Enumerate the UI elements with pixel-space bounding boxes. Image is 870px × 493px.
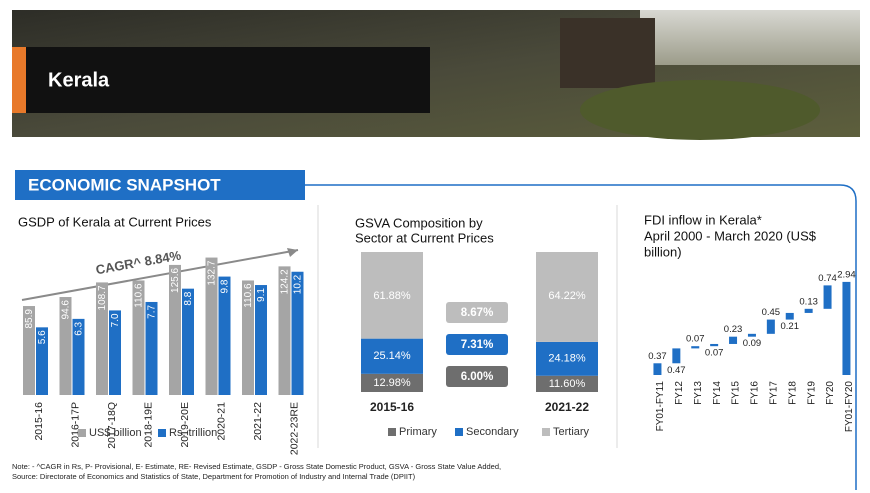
legend-label: US$ billion [89, 427, 142, 439]
bar [748, 334, 756, 337]
legend-swatch [388, 428, 396, 436]
data-label: 0.47 [667, 365, 686, 376]
page: Kerala ECONOMIC SNAPSHOT GSDP of Kerala … [0, 0, 870, 493]
bar [710, 344, 718, 346]
page-title: Kerala [48, 69, 110, 91]
legend-label: Tertiary [553, 426, 590, 438]
x-tick-label: 2022-23RE [288, 402, 300, 455]
legend-label: Primary [399, 426, 437, 438]
chart-title: billion) [644, 244, 682, 259]
data-label: 0.09 [743, 338, 762, 349]
x-tick-label: FY01-FY20 [844, 381, 855, 433]
cagr-label: 6.00% [461, 371, 494, 383]
data-label: 61.88% [373, 290, 411, 302]
chart-title: FDI inflow in Kerala* [644, 212, 762, 227]
x-tick-label: 2017-18Q [106, 402, 118, 449]
x-tick-label: FY15 [731, 381, 742, 405]
bar [842, 282, 850, 375]
x-tick-label: 2019-20E [179, 402, 191, 448]
x-tick-label: FY19 [806, 381, 817, 405]
chart-title: April 2000 - March 2020 (US$ [644, 228, 817, 243]
data-label: 108.7 [97, 285, 108, 310]
section-title: ECONOMIC SNAPSHOT [28, 175, 221, 194]
legend-swatch [78, 429, 86, 437]
data-label: 124.2 [280, 269, 291, 294]
chart-title: GSVA Composition by [355, 215, 483, 230]
chart-title: GSDP of Kerala at Current Prices [18, 214, 212, 229]
x-tick-label: 2018-19E [142, 402, 154, 448]
data-label: 11.60% [549, 378, 586, 390]
legend-swatch [542, 428, 550, 436]
data-label: 0.07 [686, 334, 705, 345]
data-label: 110.6 [134, 283, 145, 308]
x-tick-label: 2021-22 [252, 402, 264, 441]
data-label: 0.37 [648, 351, 667, 362]
note: Note: - ^CAGR in Rs, P- Provisional, E- … [12, 462, 501, 471]
x-tick-label: 2016-17P [69, 402, 81, 448]
legend-swatch [158, 429, 166, 437]
bar [672, 348, 680, 363]
data-label: 85.9 [24, 309, 35, 329]
data-label: 5.6 [37, 330, 48, 344]
title-accent [12, 47, 26, 113]
cagr-label: 7.31% [461, 339, 494, 351]
x-tick-label: 2015-16 [370, 400, 414, 414]
x-tick-label: 2021-22 [545, 400, 589, 414]
legend-label: Rs. trillion [169, 427, 217, 439]
chart-title: Sector at Current Prices [355, 230, 494, 245]
banner-building [560, 18, 655, 88]
bar [786, 313, 794, 320]
bar [653, 363, 661, 375]
legend-swatch [455, 428, 463, 436]
bar [729, 337, 737, 344]
bar [767, 320, 775, 334]
data-label: 7.7 [147, 305, 158, 319]
x-tick-label: 2015-16 [33, 402, 45, 441]
data-label: 8.8 [183, 291, 194, 305]
bar [805, 309, 813, 313]
cagr-label: 8.67% [461, 307, 494, 319]
data-label: 0.23 [724, 324, 743, 335]
data-label: 110.6 [243, 283, 254, 308]
data-label: 64.22% [548, 290, 586, 302]
x-tick-label: FY13 [693, 381, 704, 405]
data-label: 2.94 [837, 269, 856, 280]
data-label: 6.3 [74, 321, 85, 335]
banner-trees [580, 80, 820, 140]
x-tick-label: FY16 [750, 381, 761, 405]
data-label: 12.98% [373, 377, 411, 389]
data-label: 94.6 [61, 300, 72, 320]
data-label: 7.0 [110, 313, 121, 327]
note: Source: Directorate of Economics and Sta… [12, 472, 416, 481]
x-tick-label: FY17 [768, 381, 779, 405]
x-tick-label: FY01-FY11 [655, 381, 666, 432]
data-label: 0.07 [705, 348, 724, 359]
data-label: 9.8 [220, 279, 231, 293]
data-label: 0.21 [781, 321, 800, 332]
data-label: 125.6 [170, 267, 181, 292]
data-label: 10.2 [293, 274, 304, 294]
legend-label: Secondary [466, 426, 519, 438]
data-label: 9.1 [256, 288, 267, 302]
bar [691, 346, 699, 348]
x-tick-label: FY18 [787, 381, 798, 405]
data-label: 0.45 [762, 307, 781, 318]
data-label: 0.74 [818, 273, 837, 284]
data-label: 25.14% [373, 350, 411, 362]
banner-sky [640, 10, 860, 65]
data-label: 0.13 [799, 296, 818, 307]
bar [824, 285, 832, 308]
x-tick-label: FY20 [825, 381, 836, 405]
data-label: 24.18% [548, 353, 586, 365]
x-tick-label: FY14 [712, 381, 723, 405]
data-label: 132.7 [207, 260, 218, 285]
x-tick-label: FY12 [674, 381, 685, 405]
